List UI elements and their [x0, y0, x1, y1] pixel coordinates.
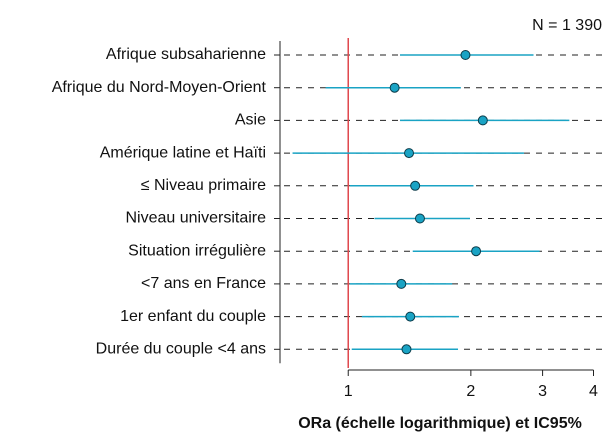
odds-ratio-point: [389, 82, 400, 93]
x-tick-label: 4: [589, 383, 598, 400]
odds-ratio-point: [404, 148, 415, 159]
x-tick-label: 3: [538, 383, 547, 400]
y-tick-label: Afrique subsaharienne: [106, 46, 266, 63]
odds-ratio-point: [471, 246, 482, 257]
odds-ratio-point: [401, 344, 412, 355]
odds-ratio-point: [396, 278, 407, 289]
y-tick-label: Afrique du Nord-Moyen-Orient: [52, 79, 267, 96]
odds-ratio-point: [477, 115, 488, 126]
x-tick-label: 2: [466, 383, 475, 400]
odds-ratio-point: [414, 213, 425, 224]
y-tick-label: Asie: [235, 112, 266, 129]
y-tick-label: <7 ans en France: [141, 275, 266, 292]
odds-ratio-point: [460, 50, 471, 60]
x-tick-label: 1: [344, 383, 353, 400]
y-tick-label: 1er enfant du couple: [120, 308, 266, 325]
odds-ratio-point: [410, 180, 421, 191]
odds-ratio-point: [405, 311, 416, 322]
y-tick-label: Durée du couple <4 ans: [96, 341, 266, 358]
y-tick-label: ≤ Niveau primaire: [141, 177, 266, 194]
y-tick-label: Niveau universitaire: [125, 210, 266, 227]
y-tick-label: Situation irrégulière: [128, 242, 266, 259]
sample-size: N = 1 390: [532, 17, 602, 34]
y-tick-label: Amérique latine et Haïti: [100, 144, 266, 161]
x-axis-label: ORa (échelle logarithmique) et IC95%: [298, 415, 582, 432]
